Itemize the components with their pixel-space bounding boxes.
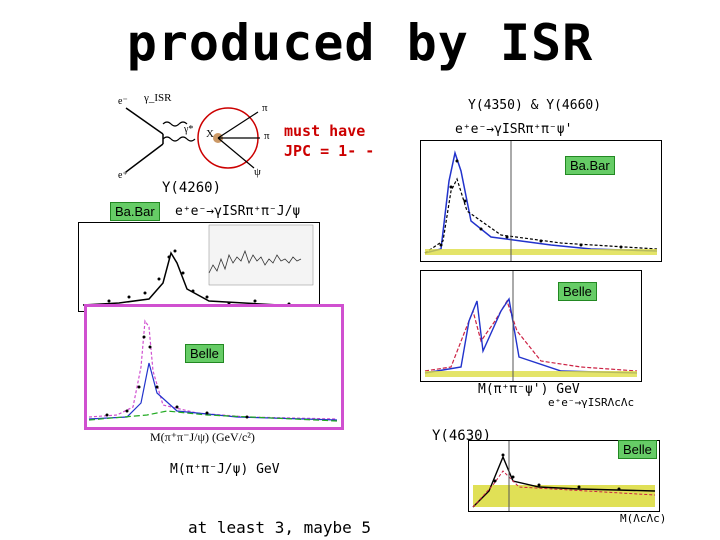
feynman-lines: [125, 107, 260, 173]
y4260-label: Y(4260): [162, 180, 222, 196]
jpc-note-line2: JPC = 1- -: [284, 142, 375, 160]
isr-feynman-diagram: γ_ISR e⁻ e⁺ γ* X π π ψ: [118, 92, 278, 186]
pi-top-label: π: [262, 102, 268, 114]
y4350-babar-tag: Ba.Bar: [565, 156, 615, 175]
footer-note: at least 3, maybe 5: [188, 518, 372, 537]
belle-jpsi-mass-label: M(π⁺π⁻J/ψ) GeV: [170, 462, 280, 477]
belle-jpsi-histogram: [84, 304, 344, 430]
gamma-star-label: γ*: [184, 124, 194, 135]
y4350-mass-label: M(π⁺π⁻ψ') GeV: [478, 382, 580, 397]
e-plus-label: e⁺: [118, 170, 128, 181]
jpc-note-line1: must have: [284, 122, 366, 140]
pi-mid-label: π: [264, 130, 270, 142]
y4260-babar-tag: Ba.Bar: [110, 202, 160, 221]
y4630-belle-tag: Belle: [618, 440, 657, 459]
y4260-babar-histogram: [78, 222, 320, 312]
e-minus-label: e⁻: [118, 96, 128, 107]
y4630-belle-curves: [472, 441, 656, 511]
y4260-reaction: e⁺e⁻→γISRπ⁺π⁻J/ψ: [175, 204, 301, 219]
gamma-isr-label: γ_ISR: [144, 92, 172, 104]
x-state-label: X: [206, 128, 214, 140]
y4350-y4660-label: Y(4350) & Y(4660): [468, 98, 602, 113]
belle-jpsi-axis-label: M(π⁺π⁻J/ψ) (GeV/c²): [150, 430, 255, 444]
y4350-reaction: e⁺e⁻→γISRπ⁺π⁻ψ': [455, 122, 573, 137]
slide-title: produced by ISR: [126, 14, 594, 72]
y4630-mass-label: M(ΛcΛc): [620, 512, 667, 525]
belle-jpsi-curves: [88, 319, 338, 422]
y4260-babar-curve: [82, 224, 316, 307]
belle-psi2s-histogram: [420, 270, 642, 382]
psi-label: ψ: [254, 166, 261, 178]
y4630-reaction: e⁺e⁻→γISRΛcΛc: [548, 396, 635, 409]
y4350-babar-curves: [424, 141, 658, 261]
y4350-babar-histogram: [420, 140, 662, 262]
belle-psi2s-curves: [424, 271, 638, 381]
belle-jpsi-tag: Belle: [185, 344, 224, 363]
belle-psi2s-tag: Belle: [558, 282, 597, 301]
